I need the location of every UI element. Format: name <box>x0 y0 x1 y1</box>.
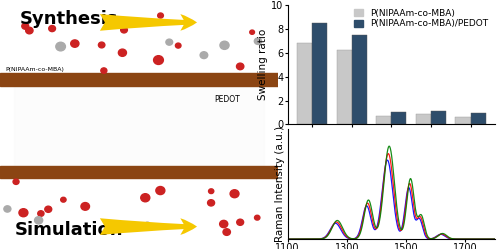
Circle shape <box>13 179 19 185</box>
Circle shape <box>120 27 128 33</box>
Circle shape <box>60 197 66 202</box>
X-axis label: Temperature (°C): Temperature (°C) <box>346 140 436 150</box>
Bar <box>391 112 406 124</box>
Circle shape <box>19 209 28 217</box>
Y-axis label: Raman Intensity (a.u.): Raman Intensity (a.u.) <box>274 126 284 242</box>
Circle shape <box>98 42 105 48</box>
Circle shape <box>56 42 66 51</box>
Circle shape <box>70 40 79 47</box>
Bar <box>0 73 278 86</box>
Circle shape <box>141 194 150 202</box>
Circle shape <box>34 217 42 224</box>
Circle shape <box>250 30 254 34</box>
Bar <box>352 35 366 124</box>
Circle shape <box>176 43 181 48</box>
Circle shape <box>200 52 207 59</box>
Bar <box>376 116 391 124</box>
Circle shape <box>254 215 260 220</box>
Bar <box>0 166 278 178</box>
Text: P(NIPAAm-co-MBA): P(NIPAAm-co-MBA) <box>6 67 64 72</box>
Bar <box>431 111 446 124</box>
Bar <box>312 23 327 125</box>
Bar <box>470 113 486 124</box>
Circle shape <box>22 23 29 29</box>
Circle shape <box>166 39 172 45</box>
Circle shape <box>254 38 262 44</box>
Circle shape <box>38 211 44 216</box>
Circle shape <box>26 27 33 34</box>
Circle shape <box>156 187 165 194</box>
Circle shape <box>236 219 244 225</box>
Circle shape <box>45 206 52 212</box>
Legend: P(NIPAAm-co-MBA), P(NIPAAm-co-MBA)/PEDOT: P(NIPAAm-co-MBA), P(NIPAAm-co-MBA)/PEDOT <box>352 7 490 30</box>
Circle shape <box>81 202 90 210</box>
Circle shape <box>4 206 11 212</box>
Circle shape <box>223 229 230 235</box>
Text: PEDOT: PEDOT <box>214 95 240 104</box>
Bar <box>14 80 264 169</box>
Circle shape <box>208 189 214 193</box>
Bar <box>456 117 470 124</box>
Circle shape <box>220 41 229 49</box>
Circle shape <box>101 68 107 73</box>
Bar <box>336 50 351 124</box>
Circle shape <box>145 222 150 226</box>
Text: Synthesis: Synthesis <box>20 10 118 28</box>
Circle shape <box>48 25 56 32</box>
Circle shape <box>230 190 239 198</box>
Circle shape <box>158 13 164 18</box>
Circle shape <box>236 63 244 70</box>
Bar <box>297 43 312 124</box>
Text: Simulation: Simulation <box>15 221 124 239</box>
Bar <box>416 114 431 124</box>
Y-axis label: Swelling ratio: Swelling ratio <box>258 29 268 100</box>
Circle shape <box>208 200 214 206</box>
Circle shape <box>220 220 228 228</box>
Circle shape <box>154 56 164 64</box>
Circle shape <box>118 49 126 56</box>
